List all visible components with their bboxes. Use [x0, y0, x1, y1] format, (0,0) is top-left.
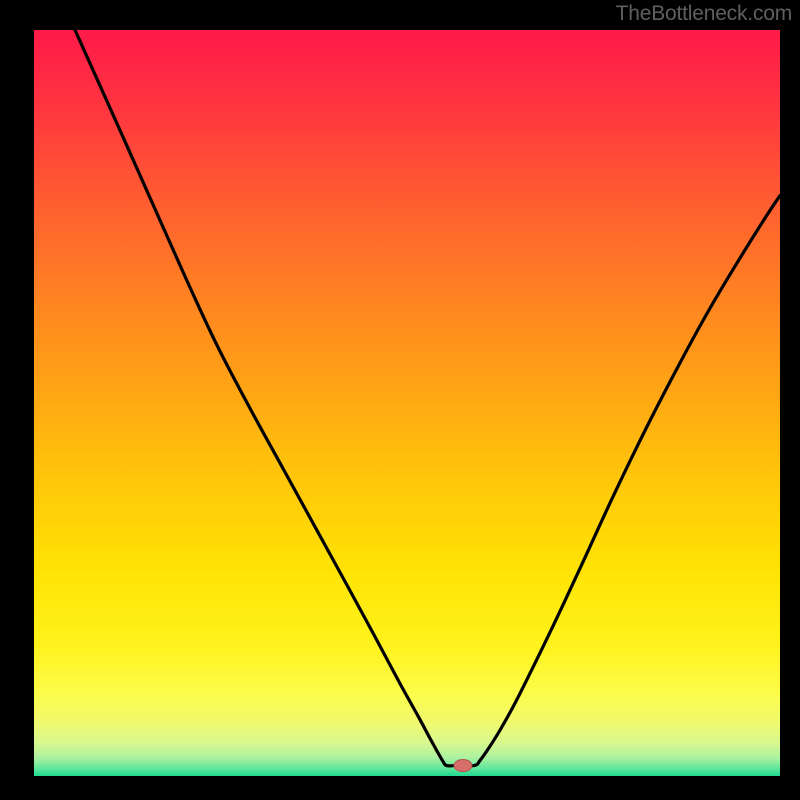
watermark-text: TheBottleneck.com: [616, 2, 792, 26]
optimum-marker: [454, 760, 472, 772]
bottleneck-chart: [0, 0, 800, 800]
gradient-background: [34, 30, 780, 776]
chart-frame: { "watermark": { "text": "TheBottleneck.…: [0, 0, 800, 800]
